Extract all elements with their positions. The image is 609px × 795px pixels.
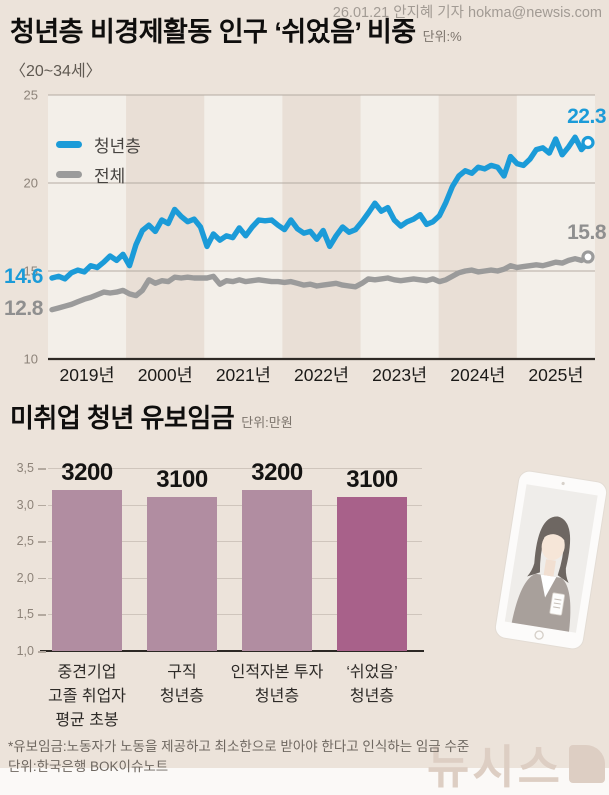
bar-category-label: 인적자본 투자 청년층	[230, 664, 324, 705]
y-tick-label: 2,0	[16, 570, 34, 585]
y-tick-label: 15	[24, 264, 38, 279]
year-band	[48, 95, 127, 359]
total-start-value: 12.8	[4, 297, 43, 320]
legend-label-youth: 청년층	[94, 136, 141, 156]
line-chart-header: 청년층 비경제활동 인구 ‘쉬었음’ 비중 단위:% 〈20~34세〉	[10, 10, 462, 81]
tablet-camera-icon	[561, 481, 565, 486]
bar-x-axis	[40, 650, 424, 653]
x-tick-label: 2000년	[138, 365, 193, 385]
bar-category-label: 구직 청년층	[159, 664, 205, 705]
legend-label-total: 전체	[94, 166, 126, 186]
total-line-swatch-icon	[56, 170, 82, 178]
newsis-watermark: 뉴시스	[427, 731, 605, 795]
year-band	[204, 95, 283, 359]
bar-value-label: 3100	[346, 466, 398, 494]
legend-item-total: 전체	[56, 159, 141, 189]
y-tick-mark	[38, 504, 46, 507]
line-chart-canvas: 25 20 15 10 2019년 2000년 2021년 2022년 2023년 2024년 20…	[24, 88, 595, 385]
y-tick-label: 1,0	[16, 644, 34, 658]
x-tick-label: 2023년	[372, 365, 427, 385]
byline: 26.01.21 안지혜 기자 hokma@newsis.com	[332, 5, 602, 21]
reporter-avatar	[504, 484, 598, 633]
x-tick-label: 2021년	[216, 365, 271, 385]
bar	[242, 489, 312, 651]
youth-line	[49, 134, 591, 282]
bar	[52, 489, 122, 651]
y-tick-label: 20	[24, 176, 38, 191]
y-tick-label: 2,5	[16, 534, 34, 549]
newsis-logo-block-icon	[569, 745, 605, 783]
footnote-reservation-wage: *유보임금:노동자가 노동을 제공하고 최소한으로 받아야 한다고 인식하는 임…	[8, 739, 470, 754]
bar-chart-header: 미취업 청년 유보임금 단위:만원	[10, 398, 293, 435]
y-tick-label: 3,0	[16, 497, 34, 512]
gridline	[48, 504, 422, 506]
bar	[147, 497, 217, 651]
bar-category-label: 중견기업 고졸 취업자 평균 초봉	[47, 664, 127, 729]
y-tick-mark	[38, 651, 46, 653]
line-chart: 25 20 15 10 2019년 2000년 2021년 2022년 2023년 2024년 20…	[0, 85, 609, 391]
line-chart-legend: 청년층 전체	[56, 129, 141, 189]
youth-start-value: 14.6	[4, 265, 43, 288]
line-chart-title: 청년층 비경제활동 인구 ‘쉬었음’ 비중	[10, 17, 416, 47]
line-chart-subtitle: 〈20~34세〉	[10, 63, 102, 80]
y-tick-label: 10	[24, 352, 38, 367]
youth-end-value: 22.3	[567, 105, 606, 128]
year-band	[126, 95, 205, 359]
youth-line-swatch-icon	[56, 140, 82, 148]
tablet-illustration	[494, 470, 608, 650]
bar-chart: 3,5 3,0 2,5 2,0 1,5 1,0 3200 중견기업 고졸 취업자 평균 초봉 3…	[0, 448, 609, 733]
total-line	[49, 254, 591, 313]
y-tick-label: 3,5	[16, 461, 34, 475]
y-tick-label: 1,5	[16, 607, 34, 622]
bar-chart-title: 미취업 청년 유보임금	[10, 403, 235, 433]
line-endpoint-marker	[581, 135, 595, 150]
x-tick-label: 2025년	[528, 365, 583, 385]
legend-item-youth: 청년층	[56, 129, 141, 159]
newsis-watermark-text: 뉴시스	[427, 741, 563, 793]
bar-chart-unit: 단위:만원	[241, 415, 293, 430]
bar-value-label: 3200	[251, 458, 303, 486]
source-line: 단위:한국은행 BOK이슈노트	[8, 758, 169, 774]
footnotes: *유보임금:노동자가 노동을 제공하고 최소한으로 받아야 한다고 인식하는 임…	[8, 737, 469, 776]
line-chart-unit: 단위:%	[422, 29, 462, 44]
gridline	[48, 468, 422, 469]
x-tick-label: 2019년	[60, 365, 115, 385]
year-band	[438, 95, 517, 359]
byline-strip	[0, 768, 609, 795]
tablet-home-button	[534, 630, 544, 640]
gridline	[48, 577, 422, 579]
bar-highlighted	[337, 497, 407, 651]
y-tick-mark	[38, 541, 46, 543]
bar-value-label: 3100	[156, 466, 208, 494]
x-tick-label: 2024년	[450, 365, 505, 385]
y-tick-mark	[38, 468, 46, 470]
bar-value-label: 3200	[61, 458, 113, 486]
bar-category-label: ‘쉬었음’ 청년층	[346, 664, 398, 705]
gridline	[48, 614, 422, 616]
x-tick-label: 2022년	[294, 365, 349, 385]
y-tick-label: 25	[24, 88, 38, 103]
gridline	[48, 541, 422, 543]
line-endpoint-marker	[581, 250, 595, 264]
y-tick-mark	[38, 614, 46, 616]
total-end-value: 15.8	[567, 221, 606, 244]
y-tick-mark	[38, 577, 46, 580]
